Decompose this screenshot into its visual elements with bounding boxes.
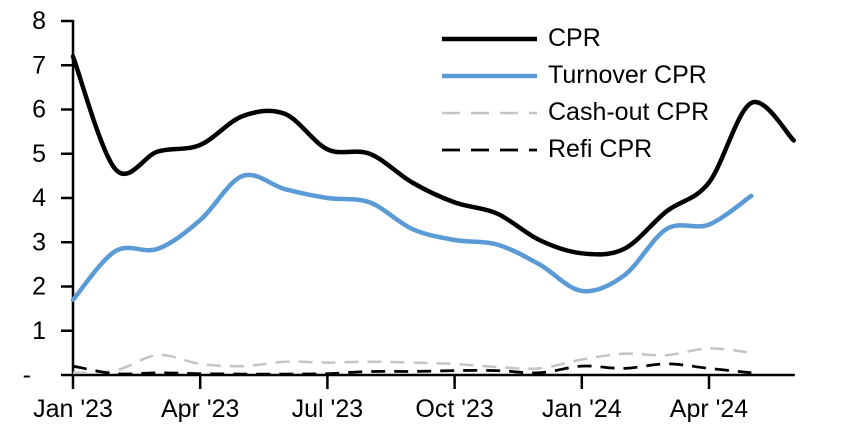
- y-tick-label: 7: [32, 51, 46, 79]
- chart-legend: CPR Turnover CPR Cash-out CPR Refi CPR: [442, 20, 709, 168]
- legend-item-refi-cpr: Refi CPR: [442, 131, 709, 168]
- legend-item-cpr: CPR: [442, 20, 709, 57]
- legend-item-turnover-cpr: Turnover CPR: [442, 57, 709, 94]
- x-tick-label: Jul '23: [292, 395, 363, 423]
- legend-label-turnover-cpr: Turnover CPR: [548, 61, 707, 89]
- y-tick-label: 3: [32, 228, 46, 256]
- legend-label-cpr: CPR: [548, 24, 601, 52]
- cpr-line-swatch: [442, 36, 537, 41]
- x-tick-label: Jan '24: [542, 395, 622, 423]
- y-tick-label: 8: [32, 7, 46, 35]
- series-line-cpr: [70, 54, 797, 257]
- refi-cpr-line-swatch: [442, 148, 537, 151]
- y-tick-label: -: [23, 361, 31, 389]
- x-tick-label: Jan '23: [33, 395, 113, 423]
- y-tick-label: 6: [32, 96, 46, 124]
- legend-label-cash-out-cpr: Cash-out CPR: [548, 98, 710, 126]
- x-tick-label: Apr '24: [670, 395, 749, 423]
- y-tick-label: 5: [32, 140, 46, 168]
- legend-item-cash-out-cpr: Cash-out CPR: [442, 94, 709, 131]
- series-line-refi-cpr: [72, 362, 752, 376]
- x-tick-label: Apr '23: [161, 395, 239, 423]
- series-line-cash-out-cpr: [72, 347, 752, 375]
- x-tick-label: Oct '23: [415, 395, 493, 423]
- y-tick-label: 2: [32, 273, 46, 301]
- cash-out-cpr-line-swatch: [442, 111, 537, 114]
- y-tick-label: 1: [32, 317, 46, 345]
- legend-label-refi-cpr: Refi CPR: [548, 135, 653, 163]
- turnover-cpr-line-swatch: [442, 73, 537, 78]
- y-tick-label: 4: [32, 184, 46, 212]
- series-line-turnover-cpr: [70, 172, 754, 303]
